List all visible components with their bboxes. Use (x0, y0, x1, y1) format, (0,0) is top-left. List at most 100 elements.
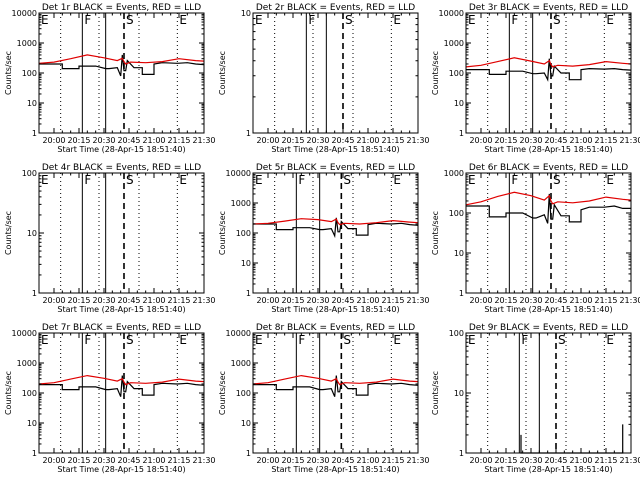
x-tick-label: 21:30 (406, 456, 429, 465)
y-axis-label: Counts/sec (4, 211, 13, 255)
x-tick-label: 21:00 (356, 456, 379, 465)
series-line-black (39, 54, 205, 77)
y-axis-label: Counts/sec (4, 51, 13, 95)
phase-label: E (255, 13, 263, 27)
phase-label: F (298, 333, 305, 347)
y-axis-label: Counts/sec (4, 371, 13, 415)
y-tick-label: 1 (246, 289, 251, 298)
y-tick-label: 1 (32, 289, 37, 298)
phase-label: E (179, 173, 187, 187)
x-tick-label: 20:45 (331, 456, 354, 465)
phase-label: S (553, 13, 561, 27)
x-axis-label: Start Time (28-Apr-15 18:51:40) (271, 465, 399, 474)
y-tick-label: 100 (449, 209, 464, 218)
x-tick-label: 21:30 (406, 296, 429, 305)
x-tick-label: 20:30 (92, 296, 115, 305)
series-line-black (466, 58, 632, 82)
phase-label: S (343, 333, 351, 347)
phase-label: F (84, 13, 91, 27)
x-tick-label: 20:30 (519, 456, 542, 465)
phase-label: S (126, 173, 134, 187)
plot-frame (465, 332, 632, 454)
plot-title: Det 6r BLACK = Events, RED = LLD (469, 163, 628, 173)
plot-title: Det 4r BLACK = Events, RED = LLD (42, 163, 201, 173)
x-tick-label: 20:45 (117, 456, 140, 465)
x-tick-label: 21:15 (594, 136, 617, 145)
y-tick-label: 10000 (12, 329, 37, 338)
x-tick-label: 20:30 (519, 296, 542, 305)
x-tick-label: 20:00 (469, 296, 492, 305)
y-tick-label: 10 (454, 99, 464, 108)
series-line-red (38, 374, 205, 386)
x-tick-label: 21:30 (192, 456, 215, 465)
y-tick-label: 10 (27, 229, 37, 238)
x-tick-label: 21:00 (356, 296, 379, 305)
y-axis-label: Counts/sec (431, 51, 440, 95)
x-tick-label: 20:15 (67, 456, 90, 465)
phase-label: F (84, 333, 91, 347)
phase-label: F (298, 173, 305, 187)
x-tick-label: 20:00 (469, 136, 492, 145)
x-tick-label: 20:15 (67, 136, 90, 145)
phase-label: F (511, 173, 518, 187)
x-tick-label: 20:15 (281, 456, 304, 465)
x-tick-label: 21:15 (381, 136, 404, 145)
y-tick-label: 1 (32, 449, 37, 458)
y-tick-label: 10000 (439, 9, 464, 18)
x-tick-label: 21:00 (142, 296, 165, 305)
phase-label: S (558, 333, 566, 347)
x-tick-label: 21:00 (142, 136, 165, 145)
x-tick-label: 21:15 (381, 296, 404, 305)
x-tick-label: 20:45 (544, 136, 567, 145)
y-tick-label: 100 (449, 329, 464, 338)
x-tick-label: 20:45 (117, 296, 140, 305)
series-line-red (465, 191, 632, 206)
phase-label: F (84, 173, 91, 187)
y-tick-label: 1000 (444, 39, 464, 48)
plot-title: Det 1r BLACK = Events, RED = LLD (42, 3, 201, 13)
y-tick-label: 1000 (444, 169, 464, 178)
x-tick-label: 20:30 (92, 136, 115, 145)
series-line-red (252, 374, 419, 386)
x-tick-label: 20:15 (494, 136, 517, 145)
x-axis-label: Start Time (28-Apr-15 18:51:40) (484, 145, 612, 154)
y-tick-label: 10000 (226, 169, 251, 178)
x-tick-label: 20:30 (92, 456, 115, 465)
phase-label: E (606, 173, 614, 187)
y-axis-label: Counts/sec (218, 371, 227, 415)
y-tick-label: 1000 (231, 199, 251, 208)
x-tick-label: 21:00 (569, 136, 592, 145)
y-tick-label: 100 (236, 389, 251, 398)
phase-label: E (41, 13, 49, 27)
x-tick-label: 21:15 (594, 456, 617, 465)
y-tick-label: 10 (454, 389, 464, 398)
phase-label: E (468, 13, 476, 27)
x-tick-label: 20:30 (306, 136, 329, 145)
y-tick-label: 10000 (12, 9, 37, 18)
series-line-black (253, 375, 419, 397)
x-tick-label: 21:15 (381, 456, 404, 465)
phase-label: E (606, 13, 614, 27)
x-tick-label: 20:00 (469, 456, 492, 465)
y-tick-label: 1 (459, 449, 464, 458)
y-tick-label: 10 (27, 419, 37, 428)
phase-label: E (393, 333, 401, 347)
x-tick-label: 21:30 (619, 296, 640, 305)
x-axis-label: Start Time (28-Apr-15 18:51:40) (484, 465, 612, 474)
plot-title: Det 5r BLACK = Events, RED = LLD (256, 163, 415, 173)
phase-label: E (41, 173, 49, 187)
series-line-black (466, 193, 631, 224)
x-tick-label: 20:15 (281, 296, 304, 305)
y-tick-label: 1 (246, 449, 251, 458)
phase-label: S (553, 173, 561, 187)
x-tick-label: 20:30 (306, 296, 329, 305)
phase-label: S (126, 13, 134, 27)
y-tick-label: 10 (241, 419, 251, 428)
x-tick-label: 20:00 (42, 456, 65, 465)
phase-label: F (521, 333, 528, 347)
y-tick-label: 100 (22, 389, 37, 398)
